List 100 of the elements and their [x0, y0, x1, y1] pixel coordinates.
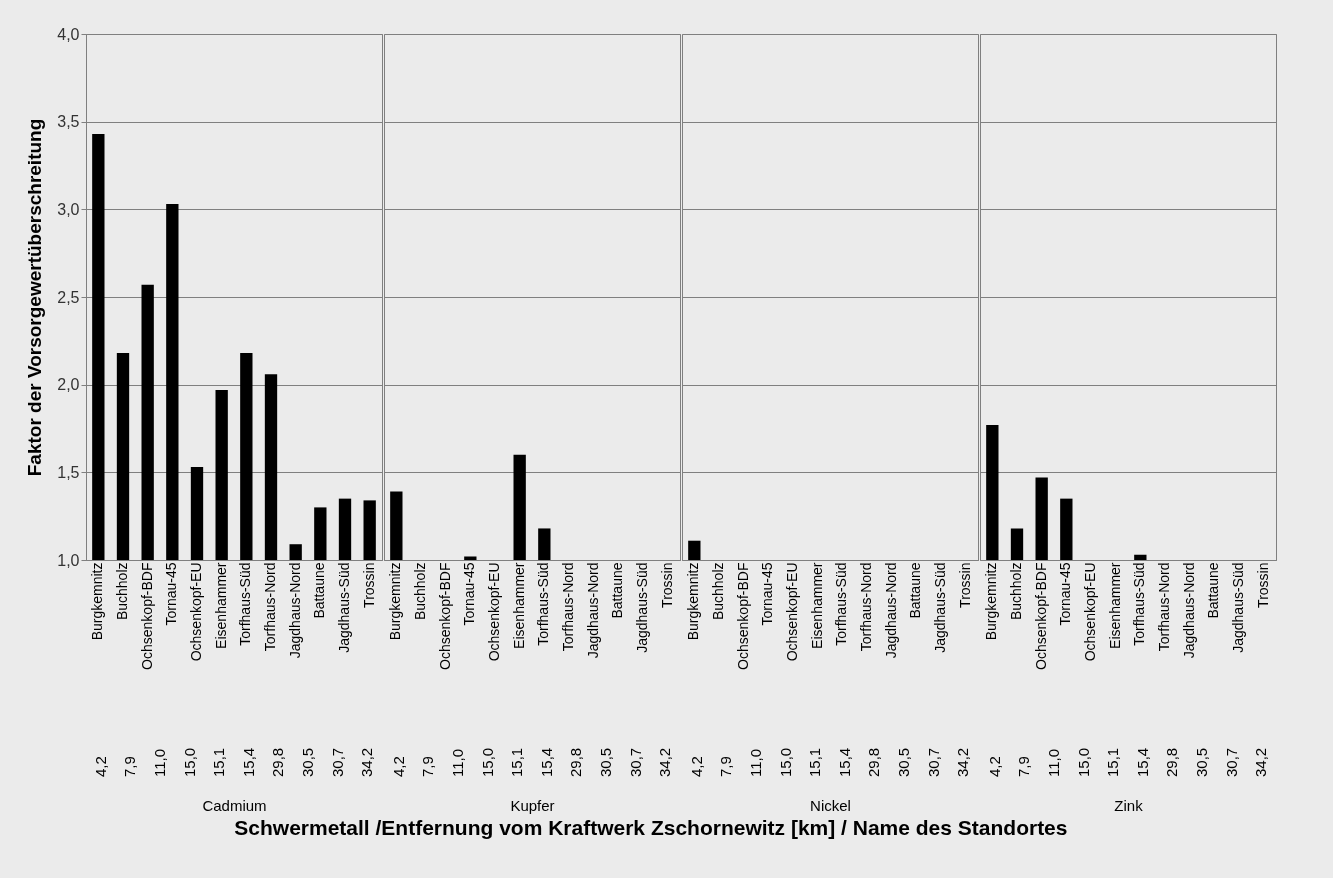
x-tick-label: Eisenhammer	[212, 562, 229, 649]
x-tick-label: Jagdhaus-Nord	[584, 562, 601, 659]
text: 29,8	[567, 747, 585, 777]
x-tick-label: Eisenhammer	[1106, 562, 1123, 649]
text: 15,1	[806, 747, 824, 777]
x-tick-label: Jagdhaus-Süd	[336, 562, 352, 653]
text: 29,8	[865, 747, 883, 777]
text: 15,1	[508, 747, 526, 777]
text: 30,7	[924, 747, 942, 777]
x-tick-label: Tornau-45	[1057, 562, 1074, 626]
x-tick-label: Ochsenkopf-BDF	[1032, 562, 1049, 670]
x-axis-title: Nickel	[810, 796, 851, 814]
text: 30,5	[1193, 747, 1210, 777]
text: 30,5	[597, 747, 614, 777]
x-tick-label: Tornau-45	[163, 562, 180, 626]
y-tick-label: 3,0	[57, 200, 80, 218]
x-tick-label: Torfhaus-Nord	[1156, 562, 1172, 652]
x-tick-label: Torfhaus-Süd	[535, 562, 552, 646]
x-tick-label: Ochsenkopf-BDF	[138, 562, 155, 670]
y-tick-label: 1,0	[57, 551, 80, 569]
x-tick-label: Torfhaus-Süd	[833, 562, 850, 646]
text: 11,0	[151, 748, 168, 777]
text: 15,0	[1074, 747, 1092, 777]
text: 7,9	[717, 756, 735, 777]
x-tick-label: Burgkemnitz	[685, 562, 702, 641]
text: 15,4	[1133, 747, 1151, 777]
text: 7,9	[121, 756, 139, 777]
text: 15,4	[835, 747, 853, 777]
text: 4,2	[687, 756, 705, 777]
y-axis-title: Faktor der Vorsorgewertüberschreitung	[24, 118, 46, 477]
x-tick-label: Tornau-45	[461, 562, 478, 626]
text: 15,4	[239, 747, 257, 777]
text: 7,9	[419, 756, 437, 777]
x-tick-label: Burgkemnitz	[983, 562, 1000, 641]
x-tick-label: Burgkemnitz	[89, 562, 106, 641]
x-axis-title: Zink	[1114, 796, 1144, 814]
x-tick-label: Buchholz	[710, 562, 726, 621]
y-tick-label: 2,0	[57, 376, 80, 394]
x-tick-label: Battaune	[1205, 562, 1222, 619]
text: 15,1	[210, 747, 228, 777]
x-tick-label: Ochsenkopf-EU	[1082, 562, 1098, 662]
y-tick-label: 4,0	[57, 25, 80, 43]
text: 11,0	[747, 748, 764, 777]
x-tick-label: Battaune	[311, 562, 328, 619]
x-tick-label: Torfhaus-Nord	[262, 562, 278, 652]
x-axis-title: Kupfer	[510, 796, 555, 814]
x-tick-label: Trossin	[360, 562, 377, 608]
text: Schwermetall /Entfernung vom Kraftwerk Zschornewitz [km] / Name des Standortes	[234, 815, 1068, 839]
x-tick-label: Eisenhammer	[808, 562, 825, 649]
x-tick-label: Battaune	[907, 562, 924, 619]
x-tick-label: Jagdhaus-Süd	[932, 562, 948, 653]
x-tick-label: Jagdhaus-Nord	[1180, 562, 1197, 659]
x-tick-label: Torfhaus-Nord	[560, 562, 576, 652]
text: 15,0	[478, 747, 496, 777]
text: 4,2	[985, 756, 1003, 777]
x-tick-label: Burgkemnitz	[387, 562, 404, 641]
text: 11,0	[449, 748, 466, 777]
text: 30,5	[895, 747, 912, 777]
text: 4,2	[389, 756, 407, 777]
text: 30,7	[328, 747, 346, 777]
text: 15,4	[537, 747, 555, 777]
text: 15,0	[776, 747, 794, 777]
x-tick-label: Jagdhaus-Süd	[1230, 562, 1246, 653]
y-tick-label: 3,5	[57, 113, 80, 131]
x-tick-label: Eisenhammer	[510, 562, 527, 649]
x-tick-label: Jagdhaus-Nord	[882, 562, 899, 659]
text: 34,2	[656, 747, 674, 777]
x-tick-label: Tornau-45	[759, 562, 776, 626]
text: 30,7	[626, 747, 644, 777]
text: 30,7	[1222, 747, 1240, 777]
x-tick-label: Jagdhaus-Süd	[634, 562, 650, 653]
x-tick-label: Battaune	[609, 562, 626, 619]
text: 34,2	[358, 747, 376, 777]
x-tick-label: Buchholz	[114, 562, 130, 621]
x-tick-label: Torfhaus-Süd	[1131, 562, 1148, 646]
text: 15,1	[1104, 747, 1122, 777]
x-tick-label: Buchholz	[412, 562, 428, 621]
text: 34,2	[954, 747, 972, 777]
x-tick-label: Ochsenkopf-BDF	[436, 562, 453, 670]
x-tick-label: Torfhaus-Nord	[858, 562, 874, 652]
x-tick-label: Ochsenkopf-EU	[486, 562, 502, 662]
x-tick-label: Ochsenkopf-BDF	[734, 562, 751, 670]
y-tick-label: 1,5	[57, 463, 80, 481]
text: 29,8	[1163, 747, 1181, 777]
x-tick-label: Jagdhaus-Nord	[286, 562, 303, 659]
x-tick-label: Ochsenkopf-EU	[784, 562, 800, 662]
x-tick-label: Ochsenkopf-EU	[188, 562, 204, 662]
y-tick-label: 2,5	[57, 288, 80, 306]
x-tick-label: Torfhaus-Süd	[237, 562, 254, 646]
x-axis-title: Cadmium	[202, 796, 267, 814]
text: 4,2	[91, 756, 109, 777]
text: 15,0	[180, 747, 198, 777]
text: 11,0	[1045, 748, 1062, 777]
text: 30,5	[299, 747, 316, 777]
x-tick-label: Buchholz	[1008, 562, 1024, 621]
x-tick-label: Trossin	[658, 562, 675, 608]
text: 34,2	[1252, 747, 1270, 777]
x-tick-label: Trossin	[956, 562, 973, 608]
text: 7,9	[1015, 756, 1033, 777]
text: 29,8	[269, 747, 287, 777]
